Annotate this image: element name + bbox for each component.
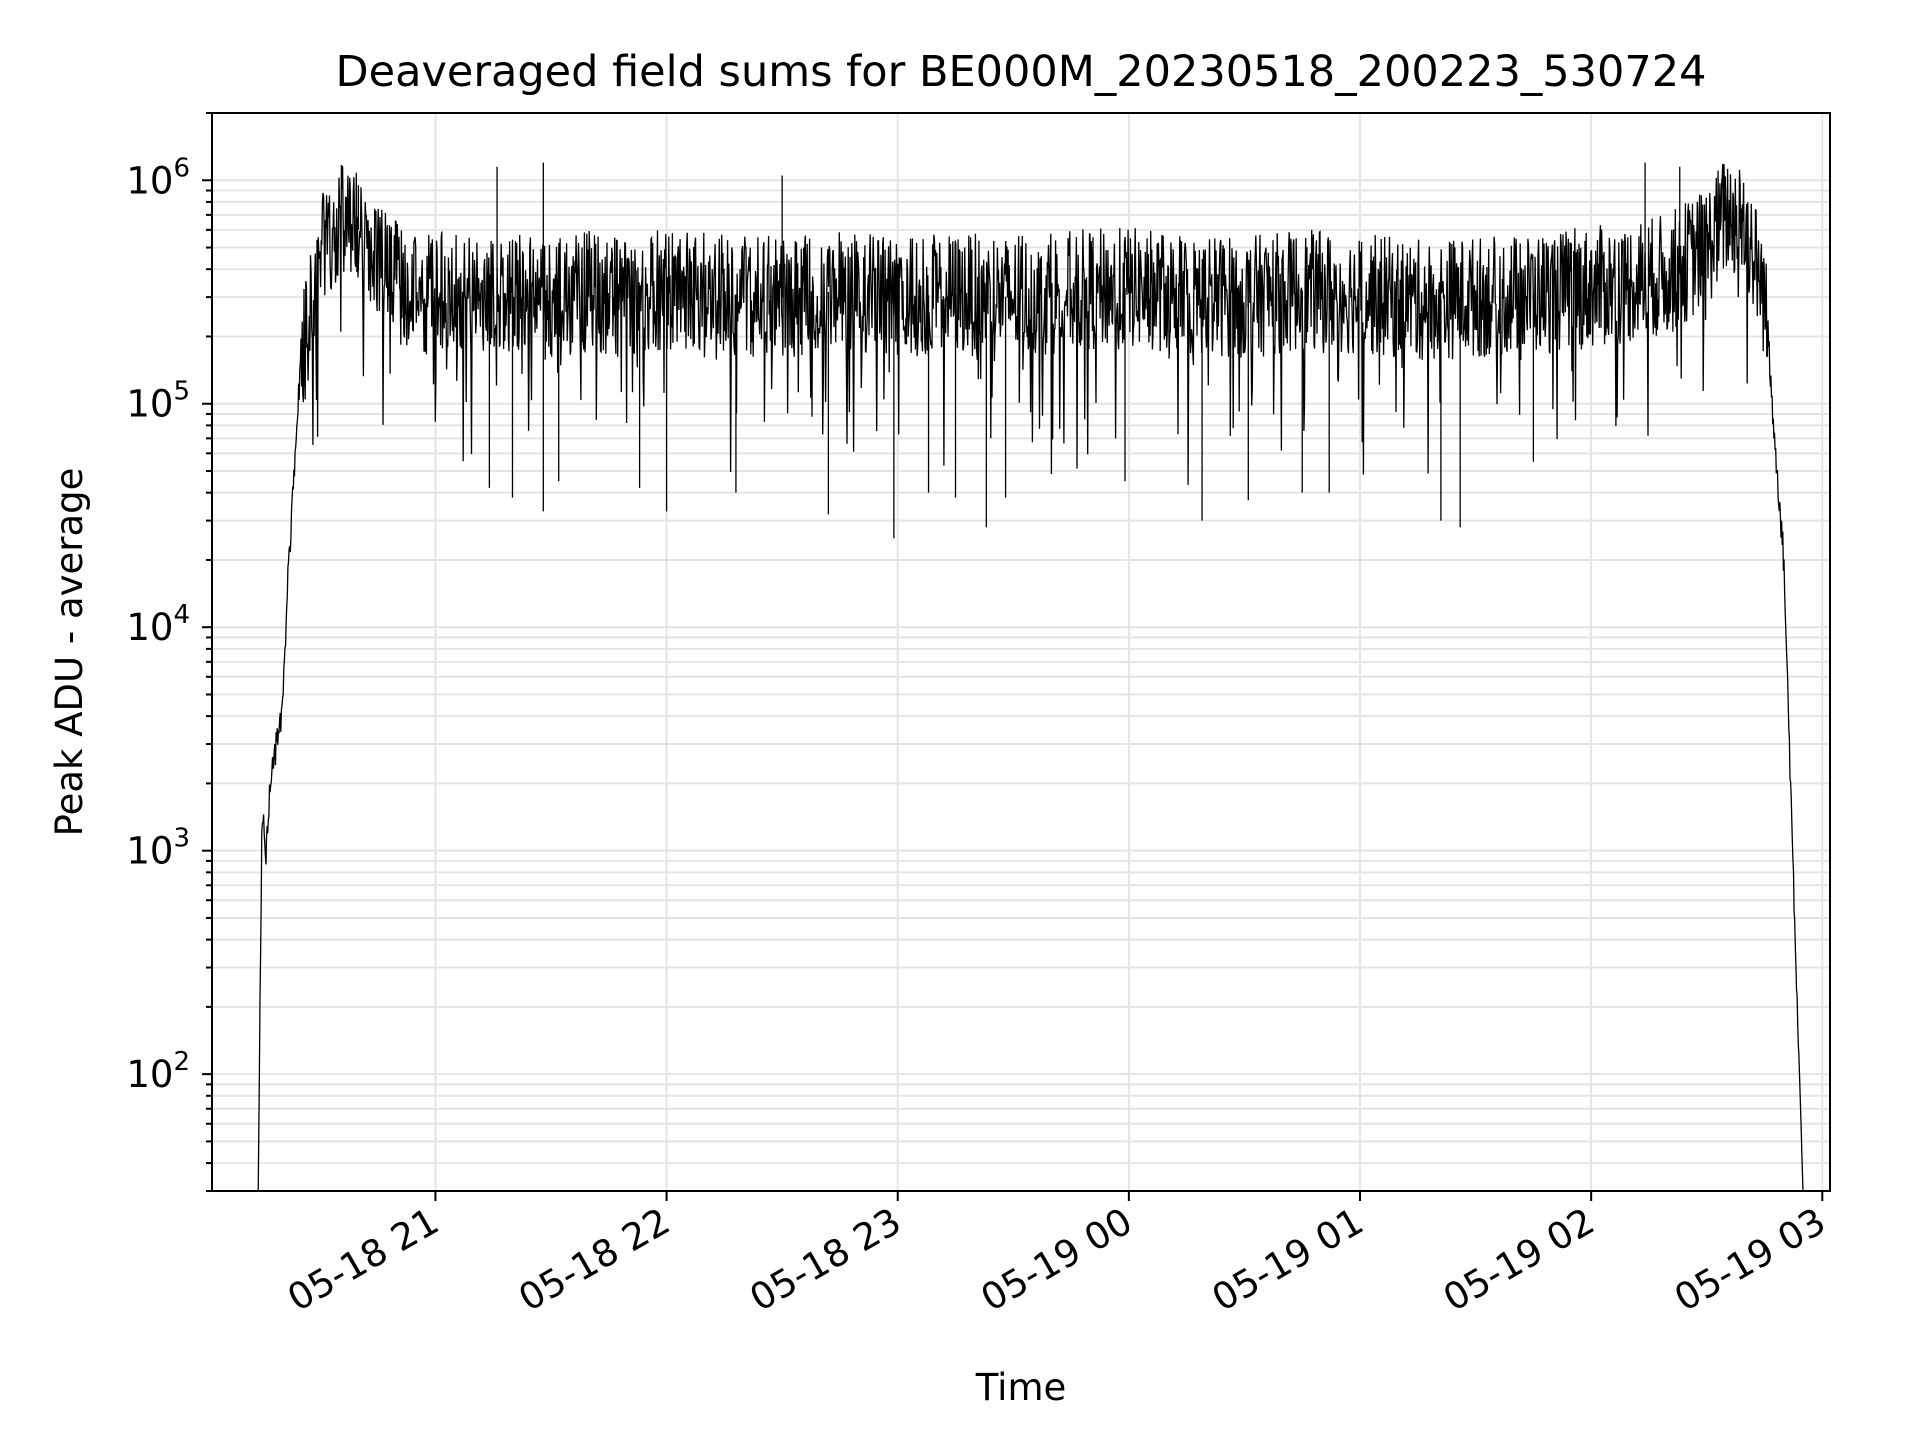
x-tick-label: 05-18 23 [743,1200,909,1320]
x-tick-label: 05-19 03 [1667,1200,1833,1320]
x-axis-label: Time [975,1366,1067,1409]
x-tick-label: 05-19 02 [1436,1200,1602,1320]
y-axis-label: Peak ADU - average [48,468,91,837]
series-area [257,162,1804,1192]
series-line [257,163,1804,1192]
plot-frame [211,112,1831,1192]
chart-title: Deaveraged field sums for BE000M_2023051… [336,47,1707,97]
y-tick-label: 104 [126,600,190,649]
x-tick-label: 05-19 00 [974,1200,1140,1320]
x-tick-label: 05-19 01 [1205,1200,1371,1320]
y-tick-label: 102 [126,1047,190,1096]
y-tick-label: 103 [126,824,190,873]
x-tick-label: 05-18 22 [512,1200,678,1320]
y-tick-label: 106 [126,153,190,202]
y-tick-label: 105 [126,377,190,426]
x-tick-label: 05-18 21 [280,1200,446,1320]
